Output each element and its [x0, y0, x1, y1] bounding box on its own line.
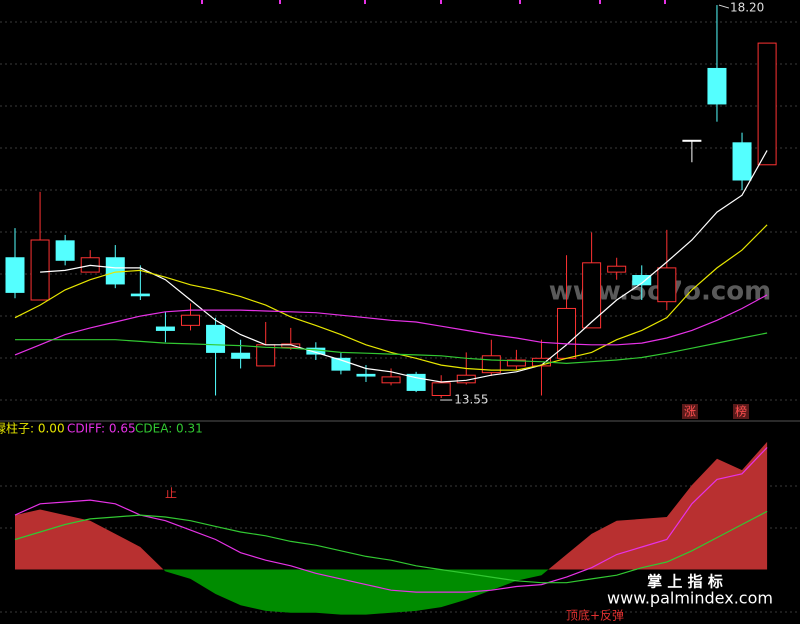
- candle-body: [381, 376, 401, 384]
- candle-body: [757, 42, 777, 166]
- candle-body: [707, 67, 727, 105]
- moving-average: [40, 150, 768, 383]
- candle-body: [206, 324, 226, 353]
- candle-body: [506, 359, 526, 367]
- candle-body: [281, 343, 301, 348]
- badge: 涨: [684, 404, 696, 419]
- annotation: 止: [165, 487, 177, 501]
- candle-body: [105, 257, 125, 285]
- candle-body: [231, 352, 251, 359]
- annotation: 顶底+反弹: [566, 608, 624, 623]
- candle-body: [682, 139, 702, 142]
- watermark: 掌 上 指 标: [647, 573, 723, 591]
- annotation-arrow: [718, 4, 730, 9]
- candle-body: [180, 314, 200, 326]
- badge: 榜: [735, 404, 747, 419]
- histogram-area-negative: [15, 569, 768, 615]
- high-label: 18.20: [730, 1, 764, 15]
- candle-body: [431, 382, 451, 396]
- badge-box: [682, 404, 698, 419]
- top-markers: [201, 0, 666, 4]
- candle-body: [130, 293, 150, 297]
- legend-entry: CDIFF: 0.65: [67, 422, 136, 436]
- candle-body: [732, 142, 752, 181]
- candle-body: [155, 326, 175, 331]
- candle-body: [557, 307, 577, 359]
- legend-entry: CDEA: 0.31: [135, 422, 203, 436]
- legend-entry: 绿柱子: 0.00: [0, 421, 65, 436]
- candle-body: [582, 262, 602, 329]
- candle-body: [331, 357, 351, 371]
- indicator-line: [14, 510, 768, 584]
- moving-average: [14, 294, 768, 356]
- low-label: 13.55: [454, 393, 488, 407]
- candle-body: [607, 265, 627, 273]
- candle-body: [356, 373, 376, 377]
- badge-box: [733, 404, 749, 419]
- watermark: www.palmindex.com: [607, 589, 773, 608]
- candle-body: [5, 257, 25, 293]
- moving-average: [15, 332, 768, 365]
- candle-body: [55, 240, 75, 261]
- histogram-area-positive: [15, 441, 768, 570]
- moving-average: [14, 224, 768, 371]
- candle-body: [632, 274, 652, 286]
- candle-body: [657, 267, 677, 303]
- candle-body: [30, 239, 50, 301]
